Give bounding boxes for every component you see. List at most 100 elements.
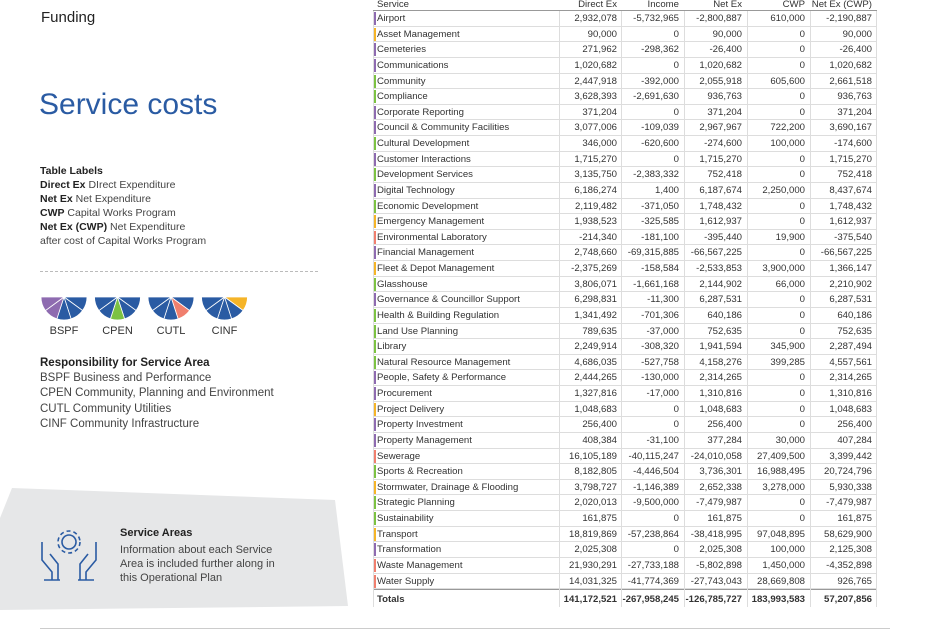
service-name: Development Services	[377, 169, 473, 181]
amount: 19,900	[775, 231, 805, 243]
amount: 6,186,274	[574, 184, 617, 196]
amount: 0	[799, 153, 805, 165]
amount: 0	[799, 388, 805, 399]
amount: -620,600	[641, 138, 679, 149]
amount: -267,958,245	[622, 594, 679, 606]
service-name: Environmental Laboratory	[377, 231, 487, 243]
amount: 1,310,816	[829, 388, 872, 399]
heading: Responsibility for Service Area	[40, 357, 210, 369]
table-row: Glasshouse 3,806,071 -1,661,168 2,144,902 66…	[373, 277, 877, 293]
amount: 0	[799, 513, 805, 524]
table-row: Stormwater, Drainage & Flooding 3,798,727…	[373, 480, 877, 496]
amount: 90,000	[842, 28, 872, 40]
abbr: CWP	[40, 207, 65, 219]
table-row: Financial Management 2,748,660 -69,315,885…	[373, 245, 877, 261]
line: Information about each Service	[120, 544, 273, 556]
amount: 936,763	[707, 91, 742, 103]
divider	[40, 271, 318, 272]
amount: 926,765	[837, 575, 872, 587]
area-bar	[373, 324, 376, 338]
amount: 1,938,523	[574, 216, 617, 228]
service-name: Land Use Planning	[377, 325, 459, 337]
header-row: Service Direct Ex Income Net Ex CWP Net Ex (C…	[373, 0, 877, 11]
amount: 3,399,442	[829, 450, 872, 462]
area-icons: BSPF CPEN CUTL CINF	[40, 295, 248, 337]
table-row: Emergency Management 1,938,523 -325,585 1,6…	[373, 214, 877, 230]
table-row: Corporate Reporting 371,204 0 371,204 0 371,2…	[373, 105, 877, 121]
amount: 640,186	[837, 309, 872, 321]
service-name: Procurement	[377, 388, 432, 399]
amount: -2,383,332	[633, 169, 679, 181]
table-row: Airport 2,932,078 -5,732,965 -2,800,887 610,…	[373, 11, 877, 27]
area-bar	[373, 465, 376, 479]
column-header: Service	[377, 0, 409, 10]
amount: 2,932,078	[574, 13, 617, 24]
heading: Service Areas	[120, 527, 193, 539]
area-bar	[373, 512, 376, 525]
amount: -527,758	[641, 356, 679, 368]
amount: 1,400	[654, 184, 679, 196]
amount: -7,479,987	[826, 497, 872, 509]
area-bar	[373, 527, 376, 541]
column-line	[684, 11, 685, 608]
column-line	[876, 11, 877, 608]
amount: 2,025,308	[574, 544, 617, 556]
amount: -7,479,987	[696, 497, 742, 509]
amount: -174,600	[834, 138, 872, 149]
amount: 752,418	[707, 169, 742, 181]
service-name: Corporate Reporting	[377, 106, 464, 118]
item: CINF Community Infrastructure	[40, 417, 200, 430]
table-row: Cemeteries 271,962 -298,362 -26,400 0 -26,400	[373, 42, 877, 58]
service-areas: Service Areas Information about each Ser…	[120, 526, 310, 585]
amount: 0	[673, 513, 679, 524]
amount: 271,962	[582, 44, 617, 56]
amount: 0	[799, 403, 805, 415]
amount: 183,993,583	[751, 594, 805, 606]
amount: 1,612,937	[699, 216, 742, 228]
amount: -274,600	[704, 138, 742, 149]
service-name: Fleet & Depot Management	[377, 263, 495, 274]
amount: 66,000	[775, 278, 805, 290]
amount: 752,418	[837, 169, 872, 181]
amount: 16,988,495	[756, 466, 805, 478]
amount: 256,400	[582, 419, 617, 431]
service-name: Digital Technology	[377, 184, 455, 196]
amount: 1,020,682	[574, 59, 617, 71]
amount: -181,100	[641, 231, 679, 243]
amount: 161,875	[582, 513, 617, 524]
area-bar	[373, 480, 376, 494]
table-row: Health & Building Regulation 1,341,492 -70…	[373, 308, 877, 324]
amount: 2,748,660	[574, 247, 617, 259]
label-item: Net Ex (CWP) Net Expenditure	[40, 220, 206, 234]
amount: -325,585	[641, 216, 679, 228]
amount: -5,732,965	[633, 13, 679, 24]
amount: 722,200	[770, 122, 805, 134]
amount: 2,444,265	[574, 372, 617, 384]
area-bar	[373, 105, 376, 119]
amount: 2,967,967	[699, 122, 742, 134]
area-bar	[373, 371, 376, 385]
service-name: Health & Building Regulation	[377, 309, 500, 321]
line: this Operational Plan	[120, 572, 223, 584]
cost-table: Service Direct Ex Income Net Ex CWP Net Ex (C…	[373, 0, 877, 608]
amount: 1,748,432	[699, 200, 742, 212]
amount: 14,031,325	[568, 575, 617, 587]
amount: -392,000	[641, 75, 679, 87]
amount: 0	[799, 169, 805, 181]
amount: 2,144,902	[699, 278, 742, 290]
service-name: Property Management	[377, 434, 472, 446]
amount: -27,743,043	[690, 575, 742, 587]
abbr: Direct Ex	[40, 179, 86, 191]
service-name: Natural Resource Management	[377, 356, 511, 368]
table-row: Cultural Development 346,000 -620,600 -274,…	[373, 136, 877, 152]
amount: 1,048,683	[829, 403, 872, 415]
amount: -11,300	[647, 294, 679, 306]
service-name: Property Investment	[377, 419, 463, 431]
amount: 2,447,918	[574, 75, 617, 87]
amount: 345,900	[770, 341, 805, 353]
service-name: Compliance	[377, 91, 428, 103]
amount: 0	[799, 325, 805, 337]
amount: 58,629,900	[823, 528, 872, 540]
amount: -158,584	[641, 263, 679, 274]
column-line	[373, 11, 374, 608]
